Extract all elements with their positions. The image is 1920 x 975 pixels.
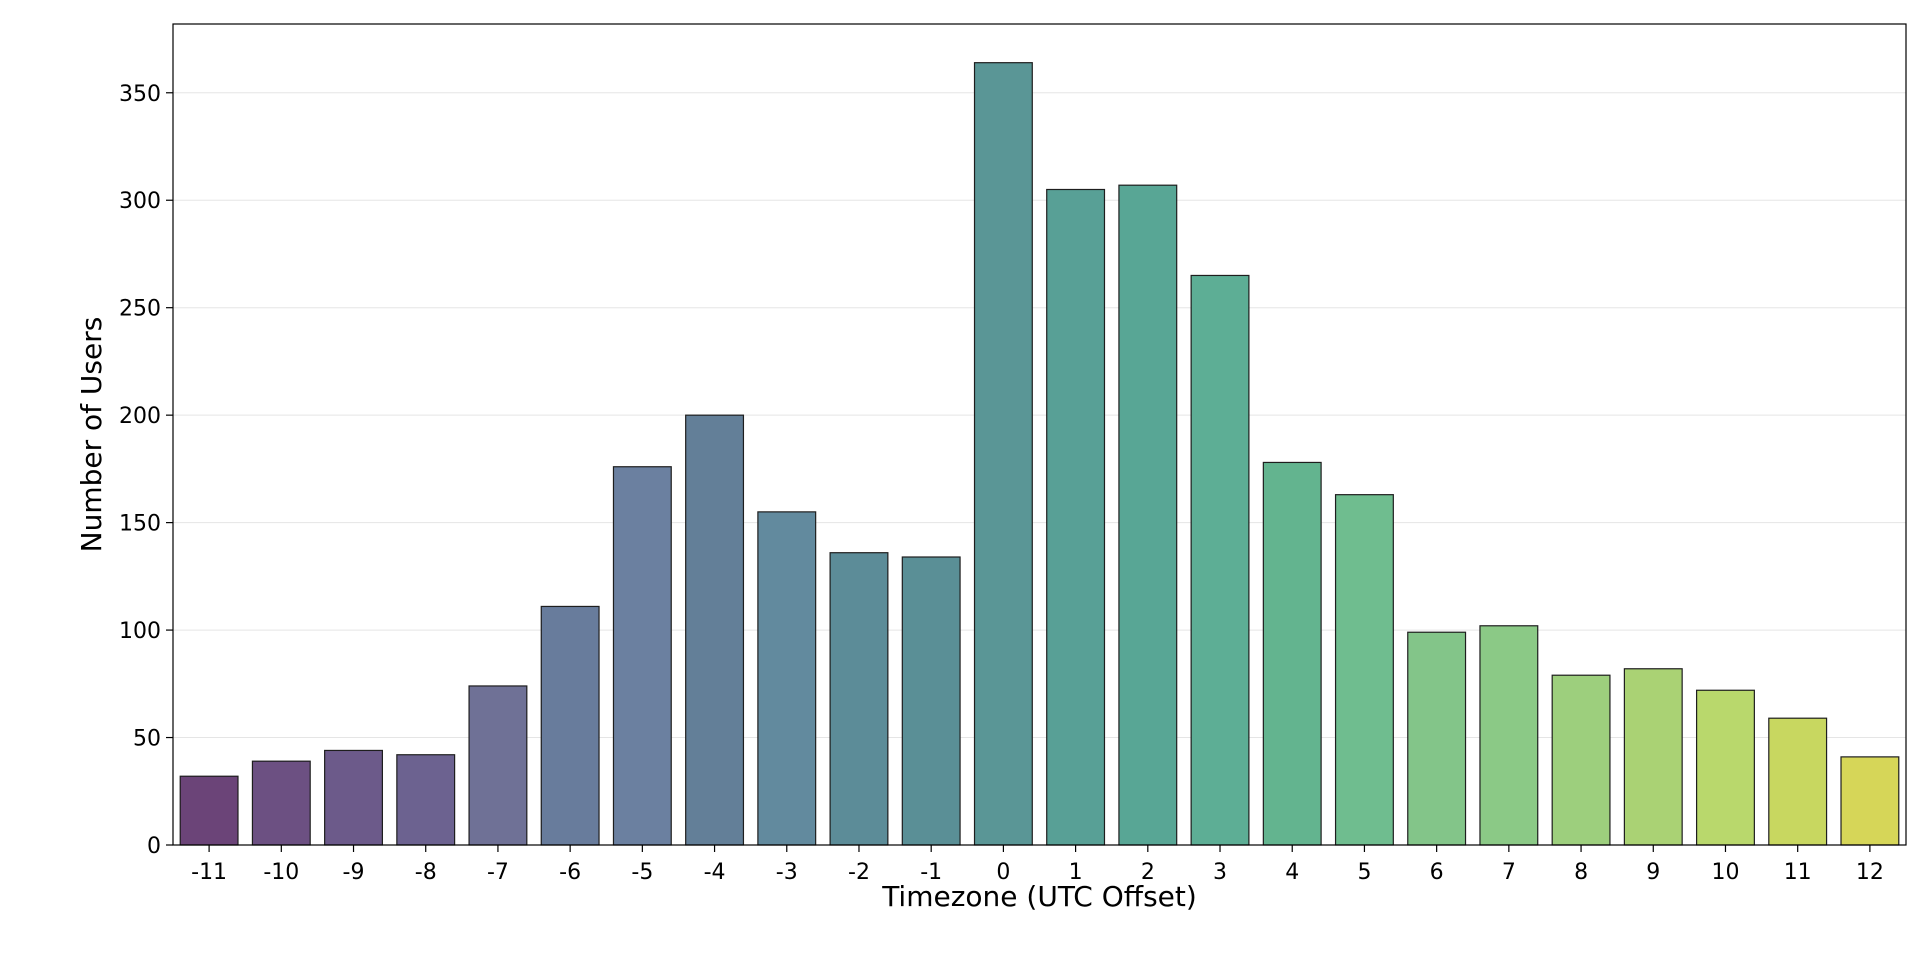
x-tick-label: -4 [704,860,726,885]
x-tick-label: -7 [487,860,509,885]
gridlines [173,92,1906,846]
bar-utc-4 [1262,461,1322,846]
x-tick-label: -5 [631,860,653,885]
x-tick-label: 12 [1856,860,1884,885]
x-tick-label: -9 [343,860,365,885]
bar-utc--1 [901,556,961,846]
y-tick-label: 250 [119,297,161,322]
y-tick-label: 150 [119,512,161,537]
bar-utc-12 [1840,756,1900,846]
x-tick-label: 11 [1784,860,1812,885]
y-tick-label: 200 [119,404,161,429]
x-tick-label: 4 [1285,860,1299,885]
x-tick-label: -2 [848,860,870,885]
bar-utc--7 [468,685,528,846]
bar-utc--6 [540,605,600,846]
y-tick-label: 0 [147,834,161,859]
y-tick-label: 100 [119,619,161,644]
x-tick-label: 5 [1357,860,1371,885]
x-tick-label: -3 [776,860,798,885]
bar-utc-1 [1046,188,1106,846]
x-tick-label: -10 [263,860,299,885]
bar-utc--3 [757,511,817,846]
bar-utc-10 [1695,689,1755,846]
bar-utc-8 [1551,674,1611,846]
bar-utc-2 [1118,184,1178,846]
bar-utc-3 [1190,274,1250,846]
x-axis-title: Timezone (UTC Offset) [881,880,1197,913]
x-tick-label: -11 [191,860,227,885]
bar-utc-0 [973,62,1033,846]
bar-utc--8 [396,754,456,846]
bar-utc-6 [1407,631,1467,846]
x-tick-label: 6 [1430,860,1444,885]
x-tick-label: 9 [1646,860,1660,885]
plot-frame [172,23,1907,846]
x-tick-label: 0 [996,860,1010,885]
bar-utc-11 [1768,717,1828,846]
x-tick-label: 7 [1502,860,1516,885]
bar-utc-9 [1623,668,1683,846]
x-tick-label: -6 [559,860,581,885]
bar-utc--5 [612,466,672,846]
x-tick-label: 2 [1141,860,1155,885]
x-tick-label: 3 [1213,860,1227,885]
y-tick-label: 300 [119,189,161,214]
x-tick-label: 8 [1574,860,1588,885]
y-tick-label: 350 [119,82,161,107]
x-tick-label: -8 [415,860,437,885]
x-tick-label: 10 [1711,860,1739,885]
y-axis-title: Number of Users [75,317,108,553]
bar-utc--11 [179,775,239,846]
x-axis-ticks: -11 -10 -9 -8 -7 -6 -5 -4 -3 -2 -1 0 1 2 3 4 5 6 7 8 9 10 11 12 [191,845,1884,885]
bar-utc--10 [251,760,311,846]
bars [179,62,1900,846]
bar-utc-7 [1479,625,1539,846]
bar-utc--9 [324,749,384,846]
bar-utc--2 [829,552,889,846]
y-axis-ticks: 0 50 100 150 200 250 300 350 [119,82,173,859]
x-tick-label: 1 [1069,860,1083,885]
y-tick-label: 50 [133,727,161,752]
bar-utc--4 [685,414,745,846]
x-tick-label: -1 [920,860,942,885]
bar-utc-5 [1334,494,1394,846]
